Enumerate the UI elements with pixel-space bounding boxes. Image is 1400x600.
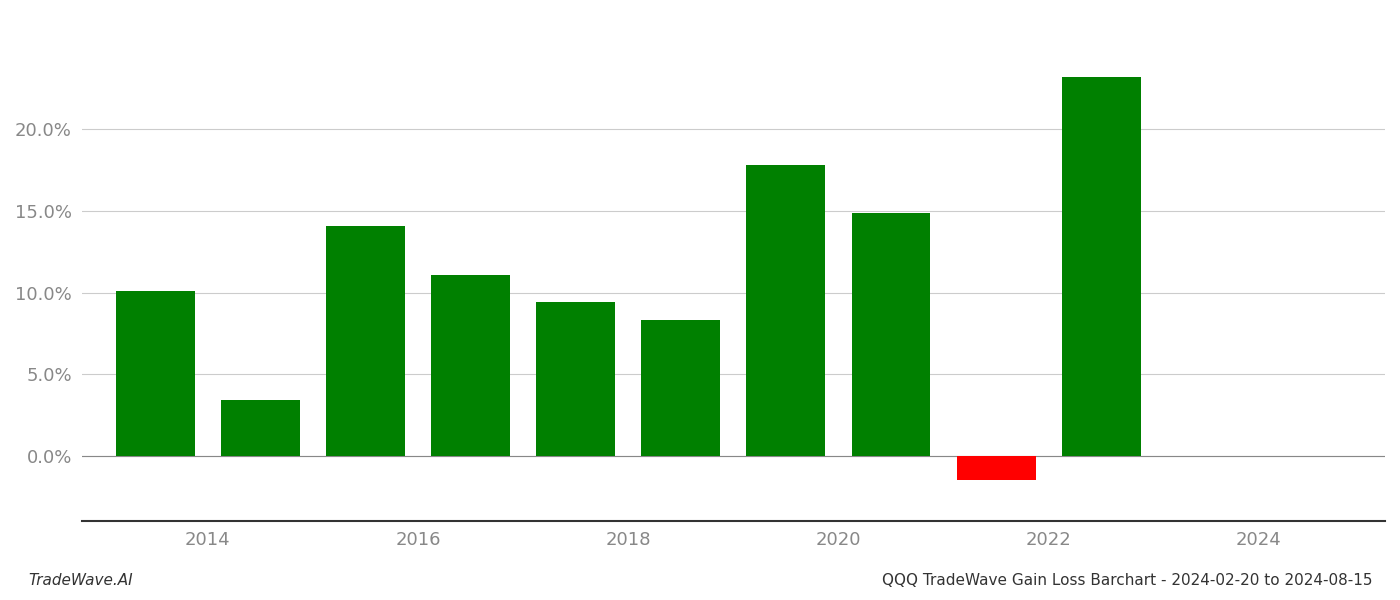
Bar	[956, 456, 1036, 481]
Bar	[746, 165, 826, 456]
Bar	[1061, 77, 1141, 456]
Bar	[431, 275, 510, 456]
Text: TradeWave.AI: TradeWave.AI	[28, 573, 133, 588]
Bar	[536, 302, 615, 456]
Bar	[116, 291, 195, 456]
Bar	[221, 400, 300, 456]
Bar	[641, 320, 720, 456]
Bar	[851, 212, 931, 456]
Text: QQQ TradeWave Gain Loss Barchart - 2024-02-20 to 2024-08-15: QQQ TradeWave Gain Loss Barchart - 2024-…	[882, 573, 1372, 588]
Bar	[326, 226, 405, 456]
